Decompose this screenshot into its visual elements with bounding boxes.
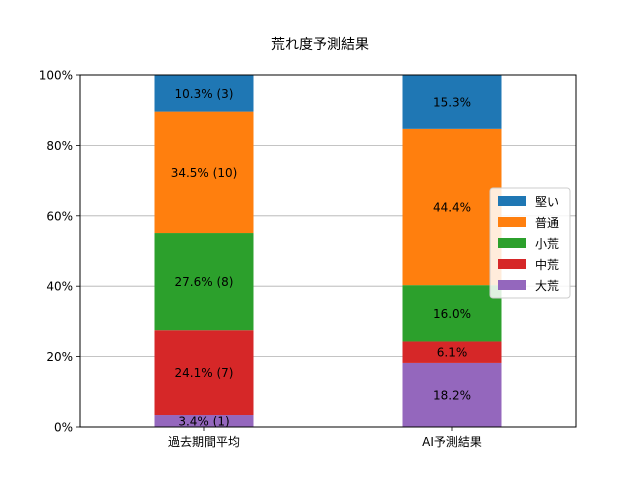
y-tick-label: 20% — [46, 350, 73, 364]
y-tick-label: 0% — [54, 421, 73, 435]
bar-value-label: 34.5% (10) — [171, 166, 238, 180]
bar-segment — [154, 75, 254, 112]
data-labels: 3.4% (1) 24.1% (7) 27.6% (8) 34.5% (10) 10.3… — [171, 87, 471, 429]
y-tick-label: 60% — [46, 209, 73, 223]
bar-value-label: 44.4% — [433, 201, 471, 215]
bar-value-label: 27.6% (8) — [175, 275, 234, 289]
legend-swatch — [498, 196, 526, 206]
bar-value-label: 24.1% (7) — [175, 366, 234, 380]
legend-swatch — [498, 259, 526, 269]
chart-title: 荒れ度予測結果 — [271, 37, 369, 53]
legend-label: 小荒 — [535, 237, 559, 251]
legend-swatch — [498, 238, 526, 248]
bar-segment — [402, 341, 502, 363]
bar-segment — [154, 330, 254, 416]
legend-swatch — [498, 280, 526, 290]
bar-value-label: 15.3% — [433, 95, 471, 109]
plot-frame — [79, 74, 577, 428]
bar-value-label: 6.1% — [437, 346, 468, 360]
y-tick-label: 40% — [46, 280, 73, 294]
axes: 0% 20% 40% 60% 80% 100% 過去期間平均 AI予測結果 — [39, 69, 482, 450]
y-tick-label: 80% — [46, 139, 73, 153]
x-tick-label: AI予測結果 — [422, 435, 482, 449]
bar-value-label: 18.2% — [433, 388, 471, 402]
bar-value-label: 16.0% — [433, 307, 471, 321]
bar-segment — [402, 362, 502, 427]
legend-box — [489, 187, 571, 299]
bar-segment — [154, 415, 254, 427]
bar-segment — [402, 285, 502, 342]
bar-segment — [154, 111, 254, 234]
legend-label: 大荒 — [535, 279, 559, 293]
legend-label: 堅い — [535, 195, 559, 209]
bar-value-label: 3.4% (1) — [178, 415, 229, 429]
legend-label: 普通 — [535, 216, 559, 230]
bar-segment — [402, 128, 502, 286]
legend-swatch — [498, 217, 526, 227]
bar-segment — [154, 233, 254, 331]
bars — [154, 75, 502, 427]
bar-segment — [402, 75, 502, 129]
bar-value-label: 10.3% (3) — [175, 87, 234, 101]
legend-label: 中荒 — [535, 257, 559, 272]
x-tick-label: 過去期間平均 — [168, 435, 240, 449]
y-tick-label: 100% — [39, 69, 73, 83]
